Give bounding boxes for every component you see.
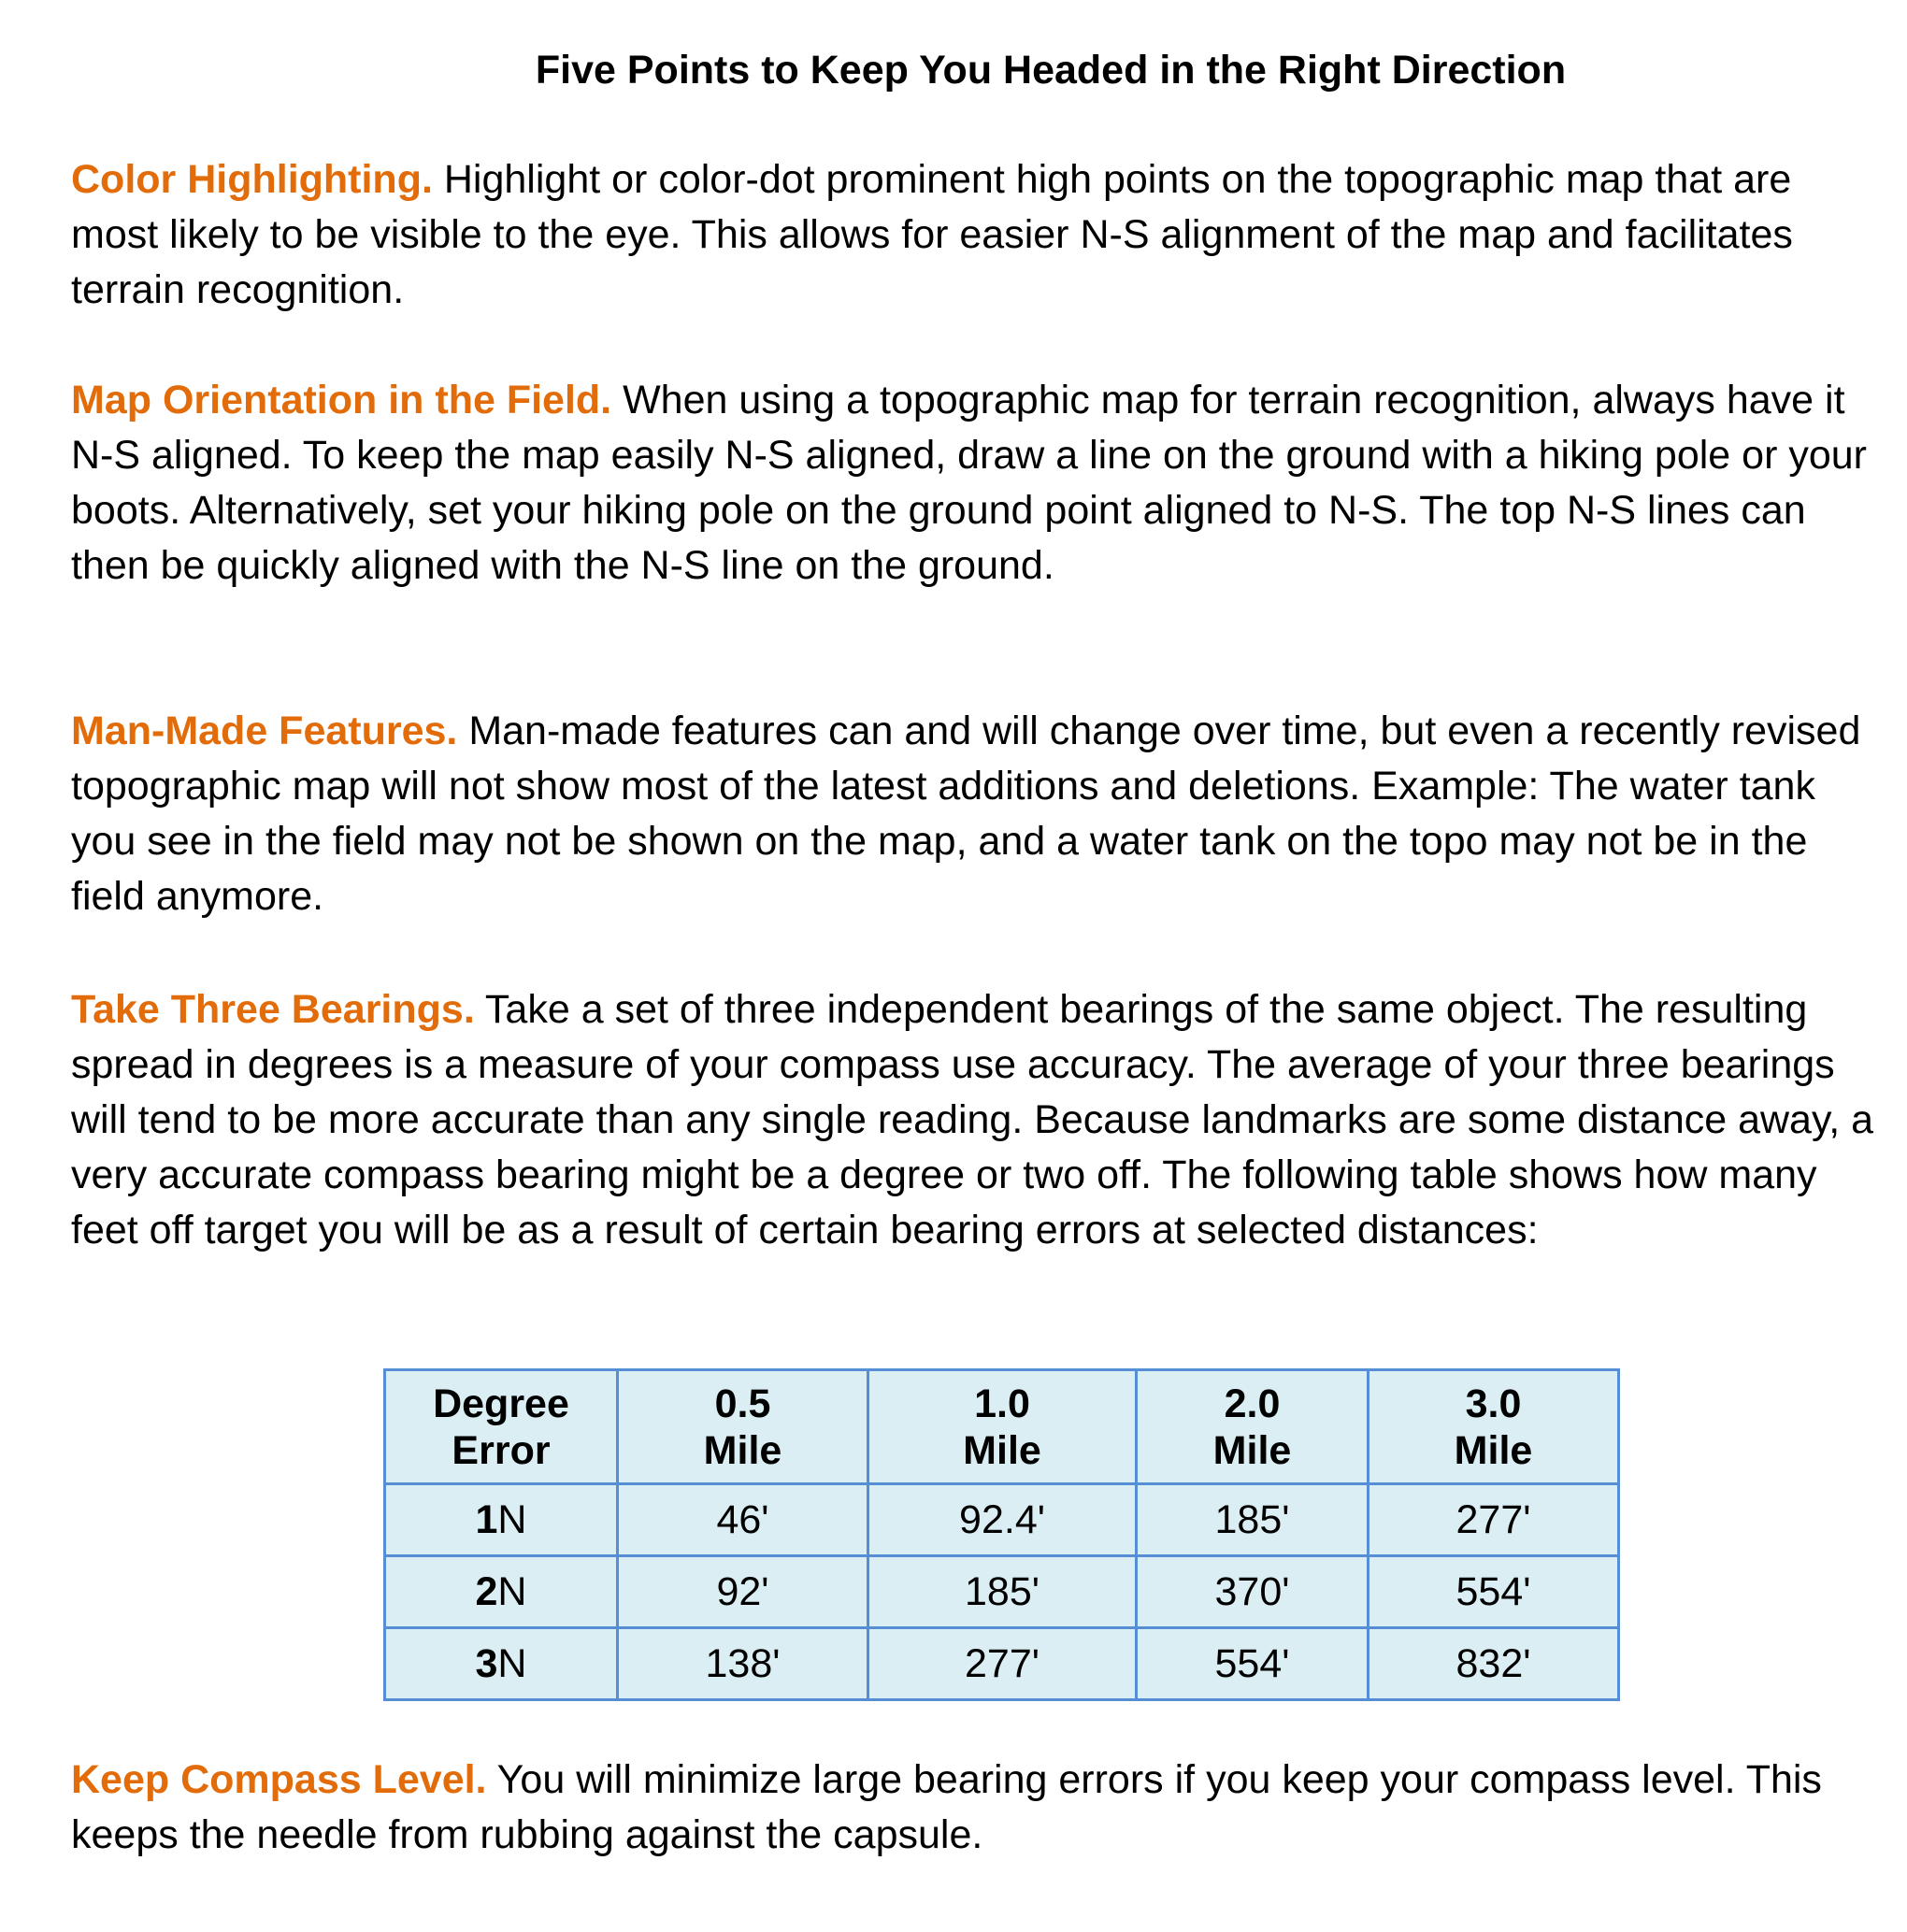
table-row: 3N 138' 277' 554' 832' (383, 1626, 1620, 1701)
table-cell: 185' (1135, 1482, 1369, 1557)
section-color-highlighting: Color Highlighting. Highlight or color-d… (71, 152, 1880, 318)
section-keep-compass-level: Keep Compass Level. You will minimize la… (71, 1753, 1880, 1863)
table-header-row: Degree Error 0.5 Mile 1.0 Mile 2.0 Mile 3.0 M… (383, 1368, 1620, 1485)
section-heading: Take Three Bearings. (71, 987, 475, 1032)
table-cell: 554' (1135, 1626, 1369, 1701)
header-0-5-mile: 0.5 Mile (616, 1368, 869, 1485)
row-label: 3N (383, 1626, 619, 1701)
section-text: Man-made features can and will change ov… (71, 708, 1861, 919)
table-cell: 46' (616, 1482, 869, 1557)
row-label: 1N (383, 1482, 619, 1557)
bearing-error-table: Degree Error 0.5 Mile 1.0 Mile 2.0 Mile 3.0 M… (383, 1368, 1620, 1701)
header-1-0-mile: 1.0 Mile (867, 1368, 1138, 1485)
section-take-three-bearings: Take Three Bearings. Take a set of three… (71, 982, 1880, 1258)
table-cell: 277' (867, 1626, 1138, 1701)
section-text: When using a topographic map for terrain… (71, 378, 1867, 588)
section-text: You will minimize large bearing errors i… (71, 1757, 1822, 1857)
table-cell: 277' (1367, 1482, 1620, 1557)
header-3-0-mile: 3.0 Mile (1367, 1368, 1620, 1485)
header-2-0-mile: 2.0 Mile (1135, 1368, 1369, 1485)
section-heading: Color Highlighting. (71, 157, 433, 202)
table-cell: 185' (867, 1554, 1138, 1629)
section-heading: Man-Made Features. (71, 708, 458, 753)
section-heading: Keep Compass Level. (71, 1757, 487, 1802)
table-cell: 138' (616, 1626, 869, 1701)
section-man-made-features: Man-Made Features. Man-made features can… (71, 704, 1880, 924)
table-row: 1N 46' 92.4' 185' 277' (383, 1482, 1620, 1557)
section-map-orientation: Map Orientation in the Field. When using… (71, 373, 1880, 594)
table-cell: 92' (616, 1554, 869, 1629)
section-text: Take a set of three independent bearings… (71, 987, 1874, 1252)
table-cell: 832' (1367, 1626, 1620, 1701)
table-cell: 554' (1367, 1554, 1620, 1629)
header-degree-error: Degree Error (383, 1368, 619, 1485)
page-title: Five Points to Keep You Headed in the Ri… (535, 48, 1567, 93)
section-text: Highlight or color-dot prominent high po… (71, 157, 1793, 312)
row-label: 2N (383, 1554, 619, 1629)
table-cell: 370' (1135, 1554, 1369, 1629)
table-cell: 92.4' (867, 1482, 1138, 1557)
table-row: 2N 92' 185' 370' 554' (383, 1554, 1620, 1629)
section-heading: Map Orientation in the Field. (71, 378, 612, 422)
